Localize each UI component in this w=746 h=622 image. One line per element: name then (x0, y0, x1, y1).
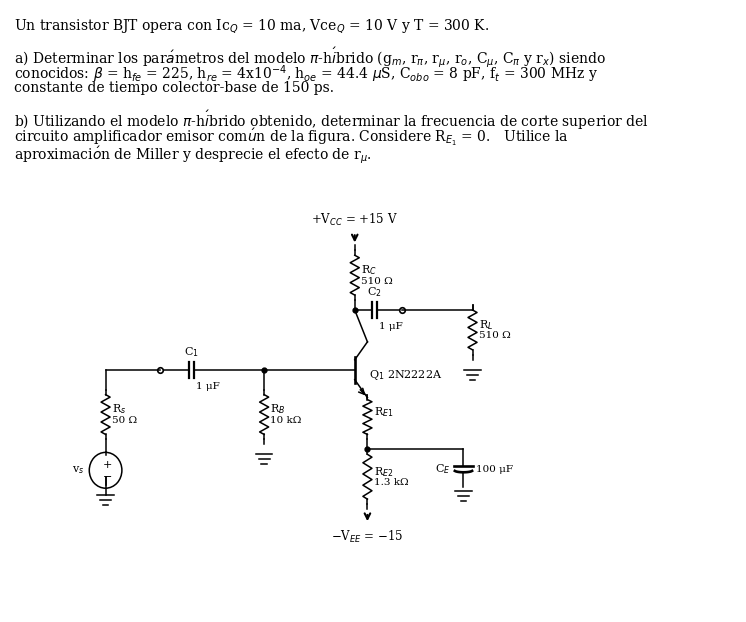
Text: aproximaci$\acute{o}$n de Miller y desprecie el efecto de r$_\mu$.: aproximaci$\acute{o}$n de Miller y despr… (14, 145, 372, 166)
Text: v$_s$: v$_s$ (72, 465, 85, 476)
Text: R$_s$: R$_s$ (112, 402, 126, 417)
Text: $-$: $-$ (102, 470, 113, 480)
Text: R$_C$: R$_C$ (361, 263, 377, 277)
Text: C$_2$: C$_2$ (367, 285, 382, 299)
Text: +: + (103, 460, 112, 470)
Text: constante de tiempo colector-base de 150 ps.: constante de tiempo colector-base de 150… (14, 81, 334, 95)
Text: 100 μF: 100 μF (476, 465, 513, 474)
Text: 50 Ω: 50 Ω (112, 416, 137, 425)
Text: C$_E$: C$_E$ (436, 462, 451, 476)
Text: 1 μF: 1 μF (379, 322, 403, 331)
Text: R$_L$: R$_L$ (479, 318, 493, 332)
Text: R$_{E1}$: R$_{E1}$ (374, 405, 393, 419)
Text: 1 μF: 1 μF (196, 382, 220, 391)
Text: a) Determinar los par$\acute{a}$metros del modelo $\pi$-h$\acute{i}$brido (g$_m$: a) Determinar los par$\acute{a}$metros d… (14, 45, 606, 70)
Text: $-$V$_{EE}$ = $-$15: $-$V$_{EE}$ = $-$15 (331, 529, 404, 545)
Text: +V$_{CC}$ = +15 V: +V$_{CC}$ = +15 V (311, 212, 398, 228)
Text: C$_1$: C$_1$ (184, 345, 199, 359)
Text: circuito amplificador emisor com$\acute{u}$n de la figura. Considere R$_{E_1}$ =: circuito amplificador emisor com$\acute{… (14, 127, 568, 148)
Text: 10 kΩ: 10 kΩ (271, 416, 302, 425)
Text: 1.3 kΩ: 1.3 kΩ (374, 478, 408, 487)
Text: 510 Ω: 510 Ω (479, 332, 510, 340)
Text: Q$_1$ 2N2222A: Q$_1$ 2N2222A (369, 368, 442, 382)
Text: R$_{E2}$: R$_{E2}$ (374, 465, 393, 479)
Text: b) Utilizando el modelo $\pi$-h$\acute{i}$brido obtenido, determinar la frecuenc: b) Utilizando el modelo $\pi$-h$\acute{i… (14, 109, 649, 132)
Text: conocidos: $\beta$ = h$_{fe}$ = 225, h$_{re}$ = 4x10$^{-4}$, h$_{oe}$ = 44.4 $\m: conocidos: $\beta$ = h$_{fe}$ = 225, h$_… (14, 63, 598, 85)
Text: R$_B$: R$_B$ (271, 402, 286, 417)
Text: Un transistor BJT opera con Ic$_Q$ = 10 ma, Vce$_Q$ = 10 V y T = 300 K.: Un transistor BJT opera con Ic$_Q$ = 10 … (14, 17, 489, 35)
Text: 510 Ω: 510 Ω (361, 277, 393, 285)
